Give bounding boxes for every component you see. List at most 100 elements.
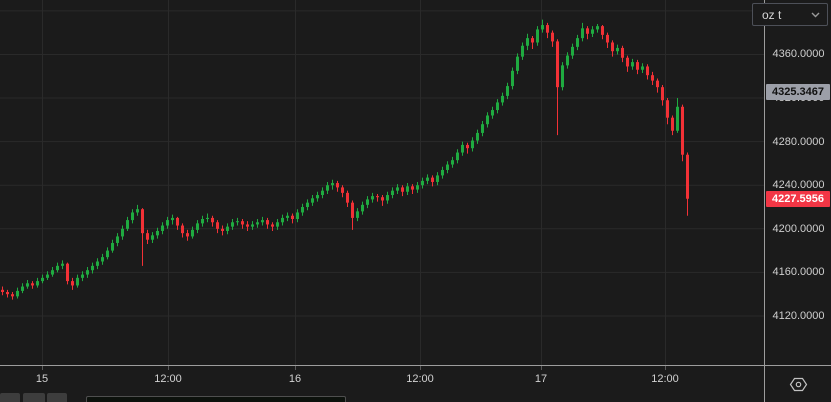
time-tick-mark	[665, 366, 666, 370]
candle-body	[461, 144, 464, 153]
candle-body	[611, 42, 614, 52]
candle-body	[426, 177, 429, 181]
price-scale-settings-button[interactable]	[786, 374, 811, 395]
unit-selector-dropdown[interactable]: oz t	[752, 3, 828, 26]
time-tick-label: 12:00	[406, 373, 434, 385]
time-tick-mark	[541, 366, 542, 370]
candle-body	[66, 263, 69, 282]
time-axis[interactable]: 15 12:00 16 12:00 17 12:00	[0, 365, 764, 402]
candle-body	[621, 47, 624, 58]
candle-body	[671, 117, 674, 131]
candle-body	[241, 221, 244, 225]
candle-body	[656, 80, 659, 88]
candle-body	[21, 286, 24, 291]
candle-body	[506, 86, 509, 96]
candle-body	[106, 250, 109, 258]
price-marker-label: 4325.3467	[766, 84, 830, 101]
candle-body	[521, 45, 524, 57]
candle-body	[211, 217, 214, 223]
candle-body	[311, 198, 314, 203]
candle-body	[36, 281, 39, 286]
time-tick-label: 12:00	[154, 373, 182, 385]
candle-body	[141, 209, 144, 234]
candle-body	[1, 289, 4, 292]
candle-body	[276, 222, 279, 227]
candle-body	[681, 106, 684, 155]
candle-body	[281, 217, 284, 223]
candle-body	[486, 115, 489, 125]
candle-body	[451, 160, 454, 165]
candle-body	[166, 220, 169, 226]
candle-body	[496, 102, 499, 111]
candle-body	[336, 183, 339, 188]
candle-body	[616, 47, 619, 52]
candle-body	[396, 187, 399, 191]
bottom-toolbar-stub-wide[interactable]	[86, 396, 346, 402]
time-tick-mark	[295, 366, 296, 370]
candle-body	[456, 152, 459, 161]
bottom-toolbar-stub[interactable]	[23, 393, 45, 402]
candle-body	[286, 215, 289, 218]
bottom-toolbar-stub[interactable]	[0, 393, 20, 402]
candle-body	[536, 29, 539, 43]
candle-body	[636, 62, 639, 70]
price-tick-label: 4160.0000	[772, 266, 825, 279]
candle-body	[151, 235, 154, 240]
candle-body	[156, 230, 159, 236]
candle-body	[646, 66, 649, 76]
candle-body	[491, 110, 494, 116]
candle-body	[41, 277, 44, 282]
candle-body	[186, 233, 189, 237]
price-tick-label: 4240.0000	[772, 179, 825, 192]
candle-body	[626, 57, 629, 67]
time-tick-mark	[168, 366, 169, 370]
candle-body	[351, 202, 354, 218]
candle-body	[251, 224, 254, 227]
candle-body	[531, 38, 534, 43]
candle-body	[316, 195, 319, 199]
unit-label: oz t	[762, 7, 782, 22]
candle-body	[431, 177, 434, 182]
candle-body	[326, 185, 329, 191]
candle-body	[131, 212, 134, 221]
price-axis[interactable]: 4360.00004320.00004280.00004240.00004200…	[764, 0, 831, 365]
candle-body	[296, 212, 299, 219]
candle-body	[471, 140, 474, 149]
candle-body	[216, 222, 219, 229]
candle-body	[466, 144, 469, 149]
candle-body	[581, 28, 584, 39]
candle-body	[541, 25, 544, 30]
candle-body	[56, 265, 59, 271]
candle-body	[341, 187, 344, 193]
candle-body	[111, 242, 114, 251]
candle-body	[266, 220, 269, 225]
candle-body	[556, 41, 559, 88]
bottom-toolbar-stub[interactable]	[47, 393, 67, 402]
candle-body	[421, 180, 424, 186]
price-tick-label: 4360.0000	[772, 48, 825, 61]
candle-body	[501, 95, 504, 103]
candle-body	[331, 183, 334, 186]
candle-body	[61, 263, 64, 266]
candle-body	[291, 215, 294, 219]
candle-body	[366, 199, 369, 205]
price-tick-label: 4120.0000	[772, 309, 825, 322]
candle-body	[171, 217, 174, 221]
candle-body	[206, 217, 209, 219]
candle-body	[606, 34, 609, 43]
candlestick-chart	[0, 0, 764, 365]
chart-canvas[interactable]	[0, 0, 764, 365]
candle-body	[51, 270, 54, 275]
candle-body	[631, 62, 634, 67]
candle-body	[146, 233, 149, 240]
candle-body	[301, 207, 304, 213]
candle-body	[231, 222, 234, 227]
candle-body	[381, 197, 384, 201]
candle-body	[586, 28, 589, 34]
candle-body	[101, 257, 104, 262]
time-tick-label: 12:00	[651, 373, 679, 385]
candle-body	[551, 32, 554, 42]
candle-body	[516, 56, 519, 71]
candle-body	[46, 274, 49, 278]
candle-body	[161, 225, 164, 231]
